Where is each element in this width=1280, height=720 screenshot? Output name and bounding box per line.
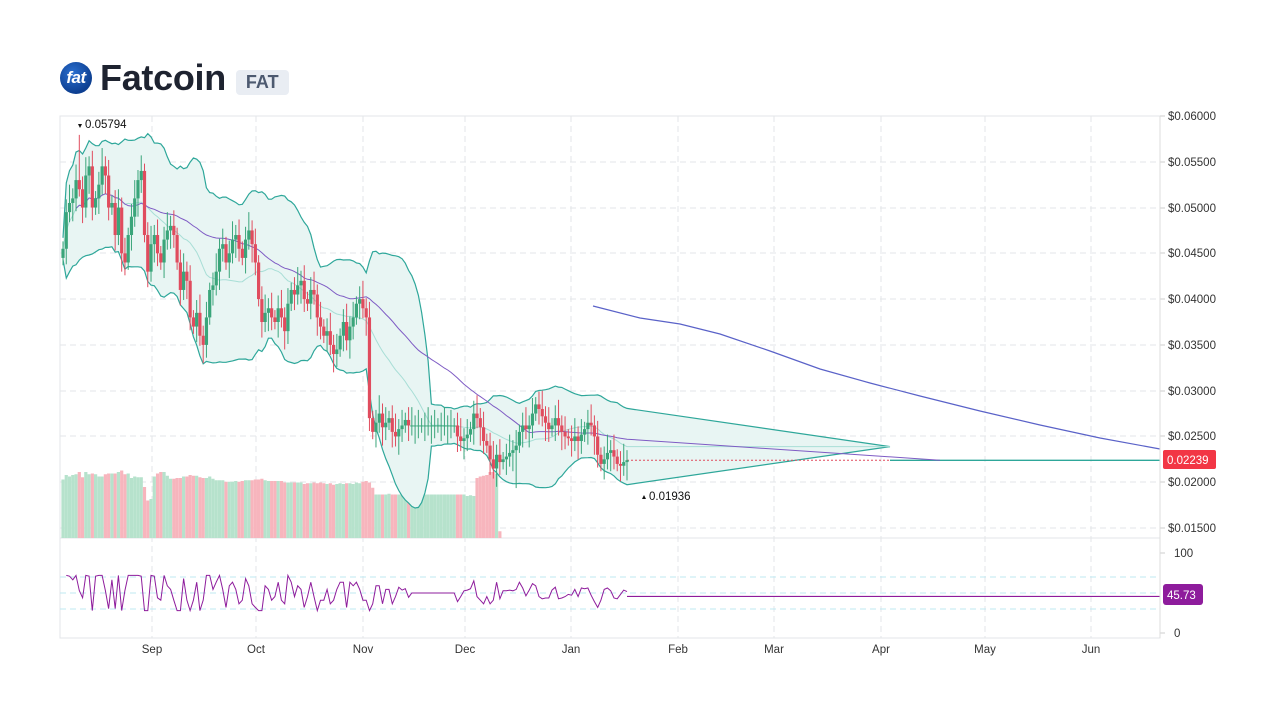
chart-grid	[59, 115, 1161, 639]
y-tick: $0.02000	[1168, 477, 1216, 489]
x-tick-mar: Mar	[764, 644, 784, 656]
x-tick-may: May	[974, 644, 996, 656]
high-annotation: 0.05794	[78, 119, 127, 131]
rsi-indicator	[66, 573, 1160, 613]
y-tick: $0.02500	[1168, 431, 1216, 443]
x-tick-oct: Oct	[247, 644, 266, 656]
y-tick: $0.03000	[1168, 386, 1216, 398]
rsi-last-value: 45.73	[1167, 590, 1196, 602]
x-tick-jun: Jun	[1082, 644, 1101, 656]
rsi-tick-100: 100	[1174, 548, 1193, 560]
y-tick: $0.01500	[1168, 523, 1216, 535]
high-value: 0.05794	[85, 119, 127, 131]
y-tick: $0.03500	[1168, 340, 1216, 352]
x-axis-labels: Sep Oct Nov Dec Jan Feb Mar Apr May Jun	[142, 644, 1101, 656]
rsi-tick-0: 0	[1174, 628, 1180, 640]
last-price-badge: 0.02239	[1163, 450, 1216, 469]
last-price-value: 0.02239	[1167, 455, 1209, 467]
volume-bars	[61, 470, 502, 538]
x-tick-jan: Jan	[562, 644, 581, 656]
y-tick: $0.05500	[1168, 157, 1216, 169]
y-axis-labels: $0.06000 $0.05500 $0.05000 $0.04500 $0.0…	[1168, 111, 1216, 640]
candlesticks	[61, 134, 629, 489]
header: fat Fatcoin FAT	[60, 57, 289, 98]
axes	[1159, 115, 1165, 638]
y-tick: $0.04000	[1168, 294, 1216, 306]
x-tick-apr: Apr	[872, 644, 890, 656]
y-tick: $0.05000	[1168, 203, 1216, 215]
x-tick-dec: Dec	[455, 644, 476, 656]
y-tick: $0.06000	[1168, 111, 1216, 123]
up-triangle-icon	[642, 495, 646, 499]
moving-averages	[75, 193, 1161, 461]
rsi-value-badge: 45.73	[1163, 584, 1203, 605]
x-tick-sep: Sep	[142, 644, 162, 656]
x-tick-nov: Nov	[353, 644, 374, 656]
low-annotation: 0.01936	[642, 491, 691, 503]
fatcoin-logo-icon: fat	[60, 62, 92, 94]
symbol-badge: FAT	[235, 69, 289, 95]
low-value: 0.01936	[649, 491, 691, 503]
down-triangle-icon	[78, 124, 82, 128]
x-tick-feb: Feb	[668, 644, 688, 656]
y-tick: $0.04500	[1168, 248, 1216, 260]
page-title: Fatcoin	[100, 57, 226, 98]
